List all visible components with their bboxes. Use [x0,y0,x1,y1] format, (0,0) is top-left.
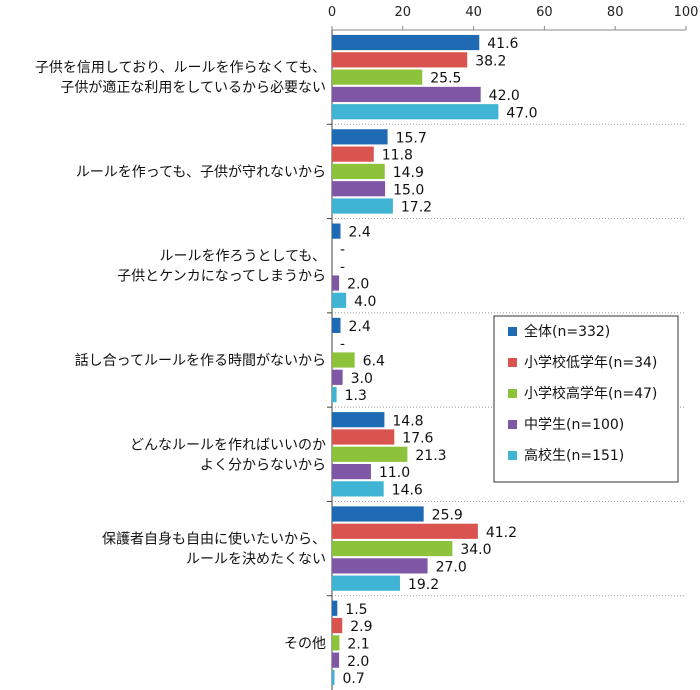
bar [332,575,400,591]
data-label: 15.0 [393,182,424,198]
bar [332,146,374,162]
data-label: 14.9 [393,165,424,181]
x-tick-label: 20 [395,5,412,20]
bar [332,429,395,445]
bar [332,317,341,333]
labels-layer: 子供を信用しており、ルールを作らなくても、子供が適正な利用をしているから必要ない… [35,36,538,687]
data-label: 6.4 [363,354,385,370]
x-tick-label: 0 [328,5,336,20]
bar [332,163,385,180]
bar [332,387,337,403]
bar [332,446,408,462]
data-label: 11.8 [382,148,413,164]
category-label: その他 [284,636,326,652]
bar [332,652,340,668]
data-label: 41.2 [486,525,517,541]
legend-swatch [508,420,517,429]
bars-layer [332,34,499,686]
data-label: 14.8 [392,413,423,429]
data-label: 2.4 [348,319,370,335]
data-label: 11.0 [379,465,410,481]
data-label: 27.0 [436,559,467,575]
data-label: 3.0 [351,371,373,387]
data-label: 19.2 [408,577,439,593]
data-label: 2.9 [350,619,372,635]
data-label: - [340,336,345,352]
bar [332,292,347,308]
data-label: 2.4 [348,225,370,241]
bar [332,275,340,291]
bar [332,617,343,634]
bar [332,52,468,68]
legend-swatch [508,451,517,460]
bar [332,523,478,539]
category-label: ルールを作ろうとしても、 [160,249,326,265]
x-tick-label: 40 [465,5,482,20]
bar [332,129,388,145]
category-label: ルールを作っても、子供が守れないから [76,164,326,180]
category-label: どんなルールを作ればいいのか [130,437,326,453]
legend: 全体(n=332) 小学校低学年(n=34) 小学校高学年(n=47) 中学生(n=1… [493,315,679,483]
data-label: 17.2 [401,200,432,216]
data-label: 21.3 [415,448,446,464]
data-label: 2.1 [347,636,369,652]
category-label: ルールを決めたくない [186,552,326,568]
x-tick-label: 100 [674,5,699,20]
data-label: 15.7 [396,130,427,146]
data-label: 2.0 [347,654,369,670]
bar [332,198,393,214]
category-label: よく分からないから [200,457,326,473]
bar [332,223,341,239]
legend-box [493,315,679,483]
data-label: 41.6 [487,36,518,52]
bar [332,352,355,368]
legend-label: 中学生(n=100) [524,417,624,433]
bar [332,481,384,497]
bar [332,369,343,385]
data-label: 34.0 [460,542,491,558]
legend-label: 小学校低学年(n=34) [524,354,657,371]
legend-swatch [508,389,517,398]
legend-swatch [508,358,517,367]
bar [332,104,499,120]
bar [332,558,428,574]
category-label: 子供とケンカになってしまうから [117,269,326,285]
data-label: 2.0 [347,277,369,293]
bar [332,463,371,480]
data-label: 47.0 [506,105,537,121]
data-label: 25.5 [430,71,461,87]
bar [332,540,453,557]
data-label: 4.0 [354,294,376,310]
data-label: 0.7 [342,671,364,687]
legend-swatch [508,327,517,336]
bar [332,69,423,85]
legend-label: 小学校高学年(n=47) [524,385,657,402]
bar [332,86,481,103]
legend-label: 全体(n=332) [524,323,610,340]
data-label: 42.0 [489,88,520,104]
data-label: - [340,259,345,275]
bar [332,34,480,51]
data-label: 1.5 [345,602,367,618]
data-label: 25.9 [432,508,463,524]
bar [332,412,385,428]
data-label: 17.6 [402,431,433,447]
bar [332,635,340,651]
bar [332,600,338,616]
data-label: 14.6 [392,482,423,498]
data-label: - [340,242,345,258]
category-label: 子供が適正な利用をしているから必要ない [60,79,326,96]
category-label: 話し合ってルールを作る時間がないから [75,352,326,369]
category-label: 保護者自身も自由に使いたいから、 [102,531,326,548]
x-tick-label: 80 [607,5,624,20]
legend-label: 高校生(n=151) [524,447,624,464]
data-label: 1.3 [345,388,367,404]
x-tick-label: 60 [536,5,553,20]
bar [332,669,335,686]
bar [332,506,424,522]
bar [332,181,386,197]
category-label: 子供を信用しており、ルールを作らなくても、 [35,60,326,76]
data-label: 38.2 [475,53,506,69]
